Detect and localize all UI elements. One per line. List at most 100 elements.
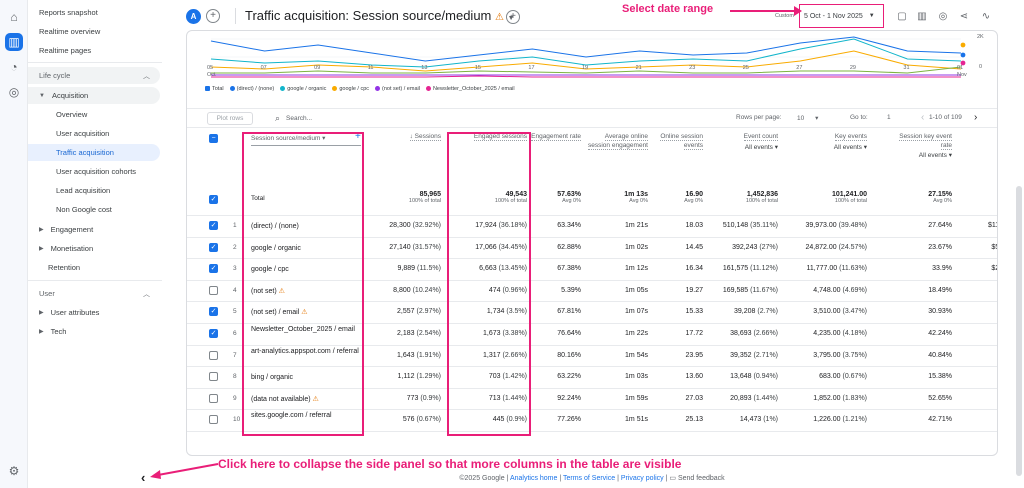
column-header[interactable]: Online session events xyxy=(641,133,703,150)
column-header[interactable]: Engaged sessions xyxy=(465,133,527,142)
prev-page-icon[interactable]: ‹ xyxy=(921,112,925,123)
row-dimension-value[interactable]: google / cpc xyxy=(251,266,289,274)
row-checkbox[interactable] xyxy=(209,415,218,425)
row-checkbox[interactable] xyxy=(209,285,218,295)
customize-icon[interactable]: ◎ xyxy=(938,10,948,22)
collapse-panel-button[interactable]: ‹ xyxy=(141,470,146,485)
next-page-icon[interactable]: › xyxy=(974,112,978,123)
row-metric-value: $27 xyxy=(991,265,997,273)
row-checkbox[interactable]: ✓ xyxy=(209,307,218,317)
add-comparison-button[interactable]: + xyxy=(206,9,220,23)
settings-icon[interactable]: ⚙ xyxy=(8,464,20,478)
trend-icon[interactable]: ∿ xyxy=(981,10,991,22)
sidebar-section-user[interactable]: User ︿ xyxy=(39,289,150,298)
search-box[interactable]: ⌕ Search... xyxy=(275,113,312,124)
row-metric-value: 63.34% xyxy=(557,222,581,229)
row-dimension-value[interactable]: (data not available) ⚠ xyxy=(251,395,319,403)
row-metric-value: 8,800 (10.24%) xyxy=(393,286,441,294)
series-endpoint xyxy=(960,42,966,48)
column-header[interactable]: Average online session engagement xyxy=(586,133,648,150)
row-dimension-value[interactable]: Newsletter_October_2025 / email xyxy=(251,326,355,333)
plot-rows-button[interactable]: Plot rows xyxy=(207,112,253,125)
sidebar-item-monetisation[interactable]: ▶ Monetisation xyxy=(39,244,94,253)
advertising-icon[interactable]: ◎ xyxy=(8,85,20,99)
row-metric-value: 23.95 xyxy=(685,351,703,359)
row-dimension-value[interactable]: (direct) / (none) xyxy=(251,223,299,230)
scrollbar[interactable] xyxy=(1016,186,1022,476)
rows-per-page-select[interactable]: 10 ▾ xyxy=(797,115,819,122)
sidebar-item-realtime-overview[interactable]: Realtime overview xyxy=(39,27,101,36)
x-tick: 07 xyxy=(260,65,267,71)
total-subtext: Avg 0% xyxy=(562,198,581,204)
date-range-picker[interactable]: 5 Oct - 1 Nov 2025 ▼ xyxy=(799,4,884,28)
sidebar-item-non-google-cost[interactable]: Non Google cost xyxy=(56,205,112,214)
legend-item[interactable]: Newsletter_October_2025 / email xyxy=(425,86,515,92)
sidebar-item-lead-acquisition[interactable]: Lead acquisition xyxy=(56,186,111,195)
legend-item[interactable]: Total xyxy=(205,86,224,92)
add-dimension-button[interactable]: + xyxy=(355,131,361,142)
compare-icon[interactable]: ▥ xyxy=(917,10,927,22)
row-dimension-value[interactable]: art-analytics.appspot.com / referral xyxy=(251,347,359,355)
column-header[interactable]: Key events All events ▾ xyxy=(805,133,867,152)
send-feedback-link[interactable]: Send feedback xyxy=(677,475,725,482)
share-icon[interactable]: ⋖ xyxy=(959,10,969,22)
row-checkbox[interactable]: ✓ xyxy=(209,221,218,230)
sidebar-item-user-acquisition-cohorts[interactable]: User acquisition cohorts xyxy=(56,167,137,176)
sidebar-item-tech[interactable]: ▶ Tech xyxy=(39,327,67,336)
column-header[interactable]: ↓ Sessions xyxy=(379,133,441,142)
sidebar-item-reports-snapshot[interactable]: Reports snapshot xyxy=(39,8,98,17)
row-checkbox[interactable]: ✓ xyxy=(209,242,218,252)
home-icon[interactable]: ⌂ xyxy=(10,10,18,24)
event-filter-dropdown[interactable]: All events ▾ xyxy=(918,152,952,159)
sidebar-item-user-acquisition[interactable]: User acquisition xyxy=(56,129,110,138)
row-dimension-value[interactable]: bing / organic xyxy=(251,374,294,382)
legend-item[interactable]: (not set) / email xyxy=(375,86,420,92)
goto-input[interactable]: 1 xyxy=(887,114,891,121)
reports-icon[interactable]: ▥ xyxy=(5,33,23,51)
row-metric-value: 30.93% xyxy=(928,308,952,316)
row-checkbox[interactable]: ✓ xyxy=(209,264,218,274)
sidebar-item-user-attributes[interactable]: ▶ User attributes xyxy=(39,308,100,317)
column-header[interactable]: Event count All events ▾ xyxy=(716,133,778,152)
total-number: 101,241.00 xyxy=(831,191,867,198)
dimension-header[interactable]: Session source/medium ▾ xyxy=(251,135,361,146)
row-metric-percent: (1.83%) xyxy=(842,394,867,402)
legend-item[interactable]: google / organic xyxy=(280,86,326,92)
column-header-label: Average online session engagement xyxy=(588,133,648,150)
row-dimension-value[interactable]: (not set) ⚠ xyxy=(251,287,285,295)
select-all-checkbox[interactable]: − xyxy=(209,134,218,143)
table-toolbar: Plot rows ⌕ Search... Rows per page: 10 … xyxy=(187,108,997,128)
sidebar-item-acquisition[interactable]: ▼ Acquisition xyxy=(28,87,160,104)
x-tick: 01 Nov xyxy=(957,65,967,78)
sidebar-item-traffic-acquisition[interactable]: Traffic acquisition xyxy=(28,144,160,161)
sidebar-item-engagement[interactable]: ▶ Engagement xyxy=(39,225,94,234)
row-dimension-value[interactable]: (not set) / email ⚠ xyxy=(251,309,308,317)
link-privacy[interactable]: Privacy policy xyxy=(620,475,664,482)
row-checkbox[interactable]: ✓ xyxy=(209,329,218,338)
legend-item[interactable]: (direct) / (none) xyxy=(229,86,274,92)
link-terms[interactable]: Terms of Service xyxy=(563,475,616,482)
legend-item[interactable]: google / cpc xyxy=(332,86,369,92)
explore-icon[interactable]: ◔ xyxy=(10,60,18,74)
column-header[interactable]: Engagement rate xyxy=(519,133,581,142)
search-input[interactable]: Search... xyxy=(286,115,313,122)
sidebar-item-retention[interactable]: Retention xyxy=(48,263,81,272)
total-row-checkbox[interactable]: ✓ xyxy=(209,195,218,204)
add-filter-button[interactable]: + xyxy=(506,10,520,24)
insights-icon[interactable]: ▢ xyxy=(897,10,907,22)
column-header[interactable]: Session key event rate All events ▾ xyxy=(890,133,952,161)
row-dimension-value[interactable]: google / organic xyxy=(251,244,301,252)
row-checkbox[interactable] xyxy=(209,350,218,360)
row-checkbox[interactable] xyxy=(209,372,218,382)
link-analytics-home[interactable]: Analytics home xyxy=(509,475,558,482)
row-dimension-value[interactable]: sites.google.com / referral xyxy=(251,412,332,420)
series-endpoint xyxy=(960,60,966,66)
row-checkbox[interactable] xyxy=(209,393,218,403)
sidebar-section-lifecycle[interactable]: Life cycle ︿ xyxy=(28,67,160,84)
sidebar-item-realtime-pages[interactable]: Realtime pages xyxy=(39,46,92,55)
x-tick: 27 xyxy=(796,65,803,71)
avatar[interactable]: A xyxy=(186,9,201,24)
event-filter-dropdown[interactable]: All events ▾ xyxy=(744,143,778,151)
event-filter-dropdown[interactable]: All events ▾ xyxy=(833,143,867,151)
sidebar-item-overview[interactable]: Overview xyxy=(56,110,88,119)
